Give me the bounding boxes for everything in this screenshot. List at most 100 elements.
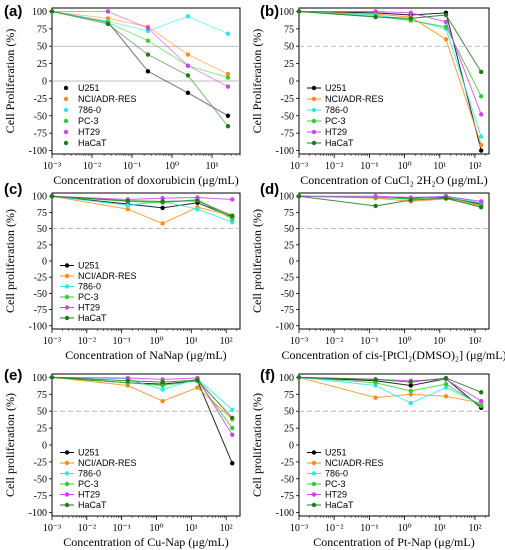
legend-label: 786-0 (78, 105, 101, 115)
y-tick-label: -50 (34, 111, 47, 122)
legend-label: 786-0 (325, 105, 348, 115)
y-axis-title: Cell Proliferation (%) (250, 29, 264, 134)
x-tick-label: 10⁻¹ (360, 523, 378, 534)
y-tick-label: -25 (34, 94, 47, 105)
legend-marker (64, 460, 70, 466)
data-point (145, 52, 151, 57)
legend-label: NCI/ADR-RES (325, 94, 384, 104)
data-point (478, 69, 484, 75)
y-tick-label: 0 (42, 77, 47, 88)
data-point (443, 394, 449, 399)
x-tick-label: 10¹ (433, 523, 446, 534)
legend-marker (64, 284, 70, 289)
y-tick-label: -25 (34, 273, 47, 284)
y-tick-label: 25 (284, 59, 294, 70)
legend-marker (64, 502, 70, 508)
data-point (478, 134, 484, 139)
legend-label: HaCaT (78, 500, 107, 510)
legend-marker (311, 129, 317, 135)
panel-label: (c) (4, 181, 22, 198)
legend-marker (64, 315, 70, 321)
y-tick-label: -25 (281, 94, 294, 105)
x-tick-label: 10¹ (185, 336, 198, 347)
data-point (296, 194, 302, 199)
data-point (443, 385, 449, 390)
y-tick-label: -50 (281, 289, 294, 300)
x-tick-label: 10⁻² (325, 336, 343, 347)
x-axis-title: Concentration of Pt-Nap (μg/mL) (313, 535, 474, 549)
data-point (195, 385, 200, 390)
data-point (443, 195, 449, 201)
x-tick-label: 10⁻² (325, 523, 343, 534)
y-tick-label: -50 (34, 474, 47, 485)
data-point (408, 379, 413, 385)
legend-label: NCI/ADR-RES (78, 271, 137, 281)
legend-marker (311, 140, 317, 146)
legend-label: PC-3 (78, 479, 99, 489)
x-tick-label: 10² (468, 523, 481, 534)
legend-marker (311, 450, 317, 455)
legend-label: HT29 (78, 303, 100, 313)
data-point (145, 25, 151, 31)
legend-marker (63, 96, 69, 102)
data-point (225, 123, 231, 129)
y-tick-label: -75 (281, 129, 294, 140)
legend-label: HaCaT (325, 500, 354, 510)
data-point (230, 197, 235, 202)
data-point (160, 383, 165, 388)
data-point (478, 148, 484, 153)
legend-label: NCI/ADR-RES (78, 94, 137, 104)
y-tick-label: 75 (284, 208, 294, 219)
legend-marker (311, 502, 317, 508)
x-tick-label: 10² (220, 336, 233, 347)
y-tick-label: 75 (37, 24, 47, 35)
panel-a: (a) -100 -75 -50 -25 0 25 50 75 100 10⁻³ 10⁻² 10⁻¹ 10… (3, 3, 241, 187)
x-axis-title: Concentration of doxorubicin (μg/mL) (53, 173, 238, 187)
legend-marker (64, 471, 70, 476)
panel-label: (f) (260, 367, 275, 384)
data-point (185, 63, 191, 68)
y-tick-label: -75 (34, 305, 47, 316)
y-tick-label: 0 (42, 441, 47, 452)
legend-label: HaCaT (78, 138, 107, 148)
data-point (373, 194, 378, 199)
series-line-3 (51, 10, 229, 79)
legend-marker (63, 85, 69, 91)
data-point (195, 206, 200, 212)
legend-marker (63, 118, 69, 124)
y-tick-label: 100 (279, 373, 294, 384)
x-tick-label: 10⁻³ (43, 523, 61, 534)
data-point (225, 75, 231, 80)
x-tick-label: 10⁻³ (290, 336, 308, 347)
legend-label: PC-3 (325, 479, 346, 489)
data-point (125, 378, 130, 383)
data-point (478, 205, 484, 210)
legend-label: U251 (325, 448, 347, 458)
data-point (230, 432, 235, 438)
y-tick-label: -25 (281, 273, 294, 284)
data-point (373, 203, 378, 209)
data-point (160, 398, 165, 404)
data-point (230, 407, 235, 413)
data-point (160, 379, 165, 385)
x-tick-label: 10² (468, 336, 481, 347)
legend-label: U251 (78, 261, 100, 271)
data-point (225, 31, 231, 36)
y-tick-label: 75 (284, 24, 294, 35)
y-tick-label: 25 (284, 424, 294, 435)
y-tick-label: -100 (276, 146, 294, 157)
y-tick-label: 100 (32, 373, 47, 384)
legend-label: NCI/ADR-RES (78, 458, 137, 468)
legend-label: HaCaT (78, 313, 107, 323)
legend-label: 786-0 (325, 469, 348, 479)
y-tick-label: 50 (284, 224, 294, 235)
legend-marker (64, 273, 70, 279)
y-tick-label: -100 (29, 321, 47, 332)
data-point (105, 9, 111, 14)
y-tick-label: -100 (276, 508, 294, 519)
